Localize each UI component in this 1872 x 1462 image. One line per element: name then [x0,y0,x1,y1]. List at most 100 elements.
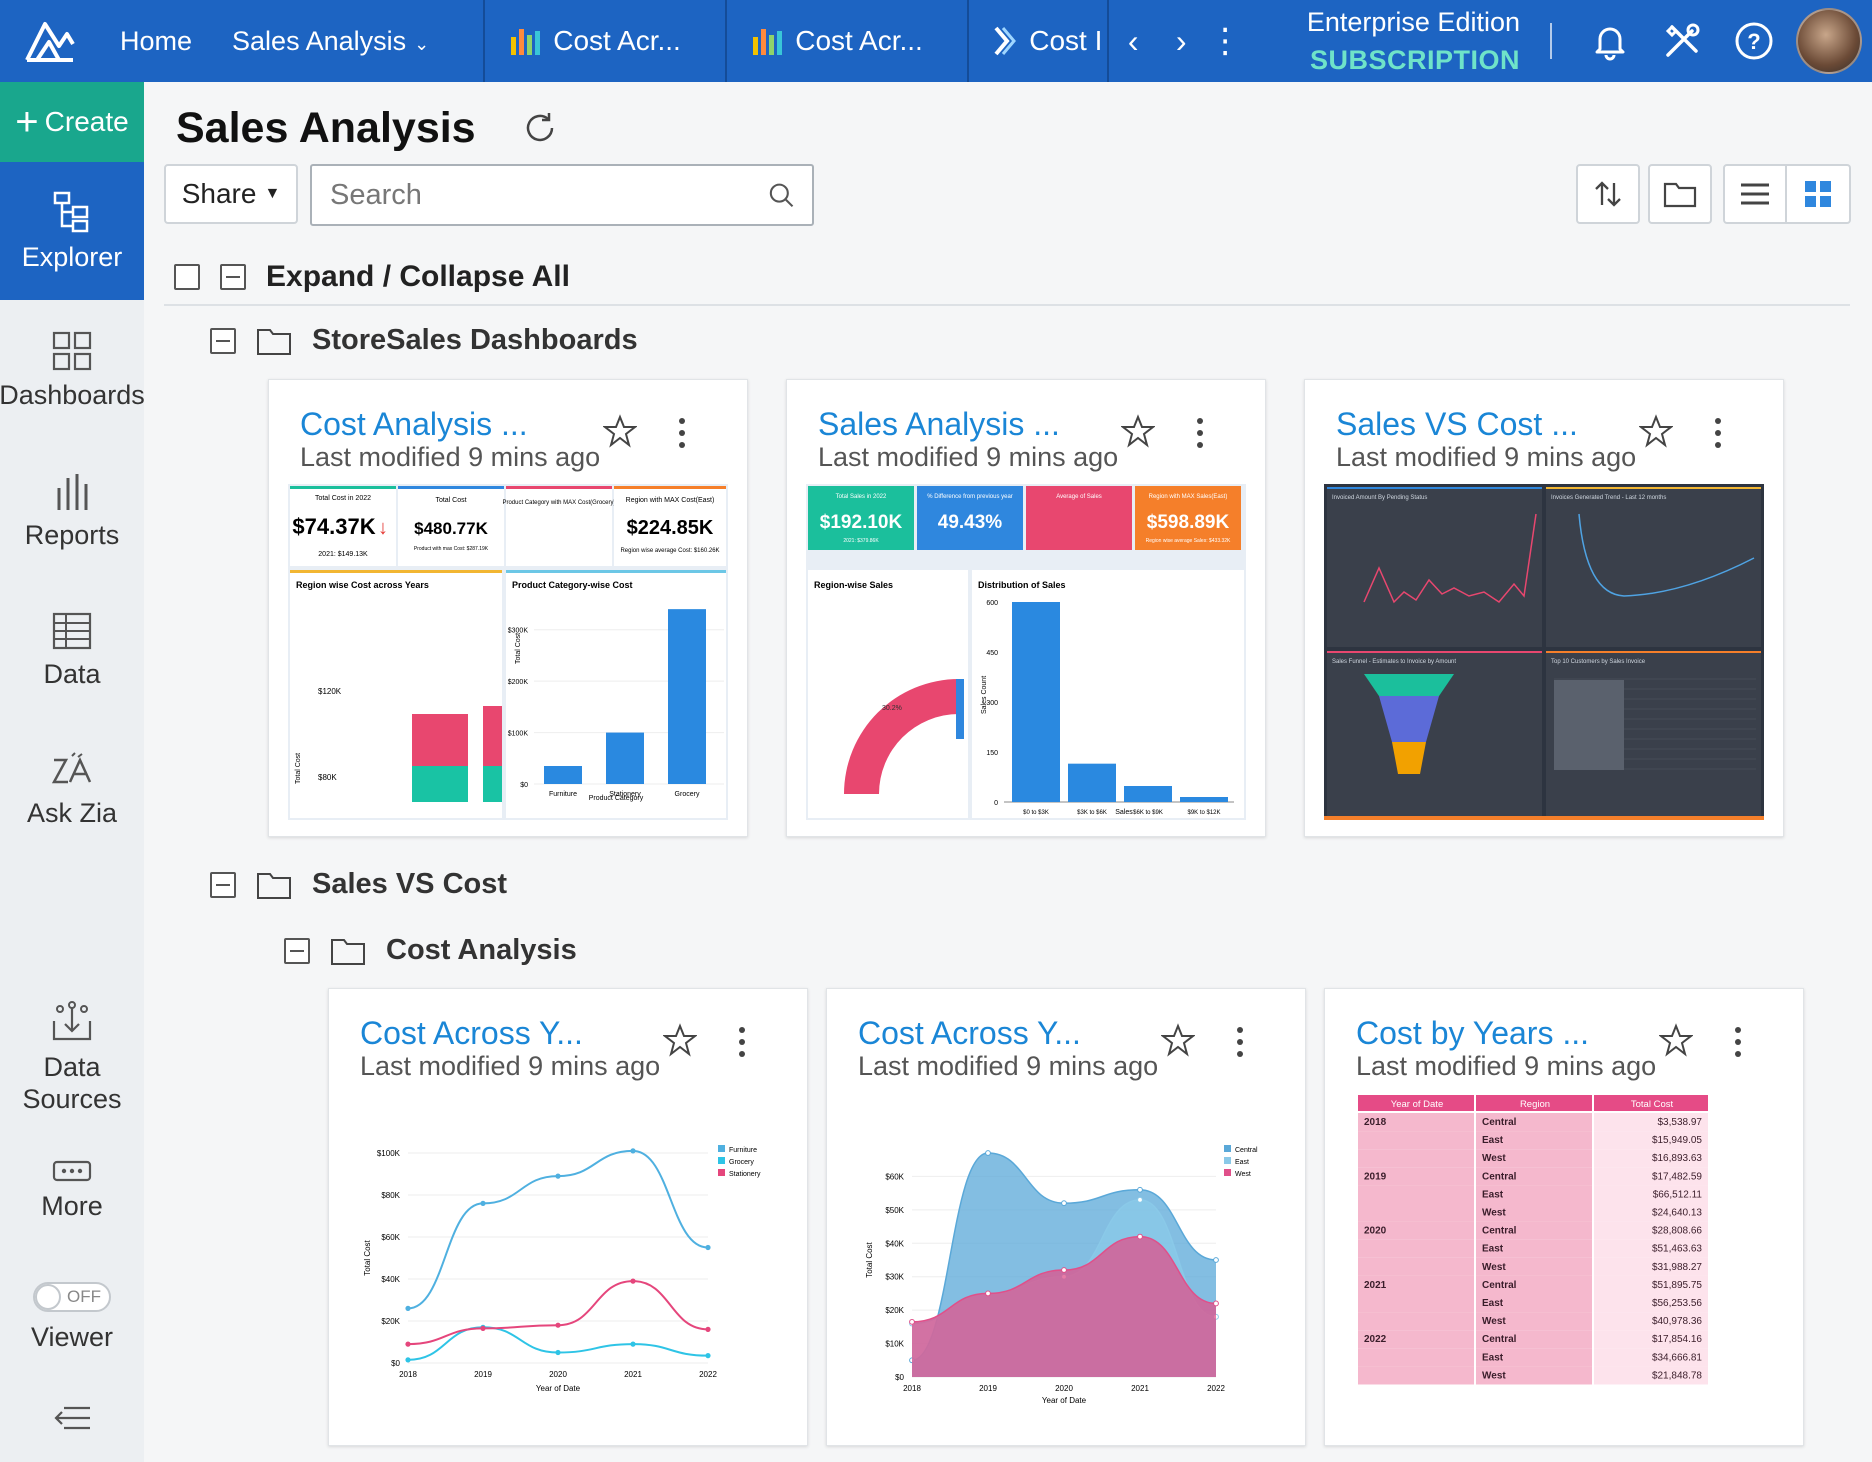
avatar[interactable] [1796,8,1862,74]
kebab-menu-icon[interactable] [734,1025,750,1059]
kebab-menu-icon[interactable] [1232,1025,1248,1059]
kpi-label: Average of Sales [1056,494,1102,500]
card-title[interactable]: Cost Analysis ... [300,406,528,442]
viewer-toggle[interactable]: OFF [33,1281,111,1312]
list-view-button[interactable] [1723,164,1787,224]
star-icon[interactable] [603,414,637,448]
sidebar-item-reports[interactable]: Reports [0,440,144,580]
header-cell [1476,1095,1592,1111]
card-title[interactable]: Cost Across Y... [858,1015,1081,1051]
edition-info[interactable]: Enterprise Edition SUBSCRIPTION [1307,3,1550,79]
chevron-left-icon[interactable]: ‹ [1127,22,1139,59]
list-view-icon [1741,183,1769,205]
collapse-folder-toggle[interactable] [284,937,310,964]
report-card[interactable]: Cost Across Y... Last modified 9 mins ag… [328,988,808,1446]
tick: $50K [885,1206,904,1215]
sidebar-item-more[interactable]: More [0,1128,144,1252]
report-card[interactable]: Cost by Years ... Last modified 9 mins a… [1324,988,1804,1446]
card-title[interactable]: Sales VS Cost ... [1336,406,1578,442]
tab-cost-across-1[interactable]: Cost Acr... [485,0,728,82]
sidebar-item-data[interactable]: Data [0,580,144,720]
kpi-label: Total Cost in 2022 [315,495,371,502]
star-icon[interactable] [1639,414,1673,448]
tools-icon[interactable] [1646,0,1718,82]
folder-row[interactable]: StoreSales Dashboards [210,324,638,357]
kebab-menu-icon[interactable] [1192,416,1208,450]
panel-title: Sales Funnel - Estimates to Invoice by A… [1332,659,1456,665]
search-icon[interactable] [768,181,794,209]
card-title[interactable]: Cost by Years ... [1356,1015,1590,1051]
sidebar-item-data-sources[interactable]: Data Sources [0,988,144,1128]
kpi-tile [1026,486,1132,550]
tab-label: Cost Acr... [553,25,681,56]
workspace-dropdown[interactable]: Sales Analysis ⌄ [212,26,449,57]
kebab-menu-icon[interactable] [674,416,690,450]
collapse-menu-icon [54,1406,90,1430]
search-input[interactable] [330,178,768,212]
collapse-sidebar-button[interactable] [0,1382,144,1462]
select-all-checkbox[interactable] [174,264,200,290]
row-header-cell [1476,1239,1592,1258]
sidebar-item-viewer[interactable]: OFF Viewer [0,1252,144,1382]
kebab-menu-icon[interactable] [1730,1025,1746,1059]
subfolder-row[interactable]: Cost Analysis [284,934,577,967]
region-label: East [1482,1135,1504,1146]
report-card[interactable]: Cost Across Y... Last modified 9 mins ag… [826,988,1306,1446]
folder-row[interactable]: Sales VS Cost [210,868,507,901]
tick: 300 [986,700,998,707]
more-tabs-icon[interactable]: ⋮ [1208,22,1243,60]
sidebar-item-ask-zia[interactable]: Ask Zia [0,720,144,860]
data-point [985,1150,991,1156]
page-title: Sales Analysis [176,104,476,152]
chevron-right-icon[interactable]: › [1175,22,1187,59]
star-icon[interactable] [1161,1023,1195,1057]
star-icon[interactable] [1659,1023,1693,1057]
sidebar-item-dashboards[interactable]: Dashboards [0,300,145,440]
star-icon[interactable] [1121,414,1155,448]
bar [544,766,582,784]
star-icon[interactable] [663,1023,697,1057]
tab-cost-across-2[interactable]: Cost Acr... [727,0,970,82]
collapse-all-toggle[interactable] [220,264,246,290]
sort-button[interactable] [1576,164,1640,224]
folder-button[interactable] [1648,164,1712,224]
header-cell [1358,1095,1474,1111]
logo-icon[interactable] [0,0,100,82]
card-title[interactable]: Sales Analysis ... [818,406,1060,442]
dashboard-card[interactable]: Sales Analysis ... Last modified 9 mins … [786,379,1266,837]
subscription-link[interactable]: SUBSCRIPTION [1309,45,1520,75]
legend-label: Furniture [729,1147,757,1154]
tick: $0 [895,1373,904,1382]
cost-value: $3,538.97 [1658,1117,1703,1128]
value-cell [1594,1167,1708,1186]
create-button[interactable]: + Create [0,82,144,162]
bell-icon[interactable] [1574,0,1646,82]
dashboard-card[interactable]: Cost Analysis ... Last modified 9 mins a… [268,379,748,837]
collapse-folder-toggle[interactable] [210,327,236,354]
grid-view-button[interactable] [1787,164,1851,224]
sidebar-item-label: Explorer [21,241,123,272]
collapse-folder-toggle[interactable] [210,871,236,898]
tick: $80K [381,1191,400,1200]
tick: $120K [318,687,342,696]
cost-value: $15,949.05 [1652,1135,1702,1146]
kpi-sub: Region wise average Sales: $433.32K [1146,538,1231,544]
kebab-menu-icon[interactable] [1710,416,1726,450]
search-field[interactable] [310,164,814,226]
legend-label: Central [1235,1147,1258,1154]
kpi-tile [808,486,914,550]
sidebar-item-explorer[interactable]: Explorer [0,162,144,300]
divider [164,304,1850,306]
share-button[interactable]: Share ▼ [164,164,298,224]
tab-cost-pivot[interactable]: Cost I [969,0,1110,82]
nav-home[interactable]: Home [120,25,193,56]
card-modified: Last modified 9 mins ago [858,1051,1159,1081]
help-icon[interactable]: ? [1718,0,1790,82]
region-label: East [1482,1189,1504,1200]
card-title[interactable]: Cost Across Y... [360,1015,583,1051]
expand-collapse-label[interactable]: Expand / Collapse All [266,260,570,293]
kpi-label: Product Category with MAX Cost(Grocery) [502,500,615,506]
refresh-icon[interactable] [522,110,558,151]
dashboard-card[interactable]: Sales VS Cost ... Last modified 9 mins a… [1304,379,1784,837]
row-header-cell [1358,1348,1474,1367]
